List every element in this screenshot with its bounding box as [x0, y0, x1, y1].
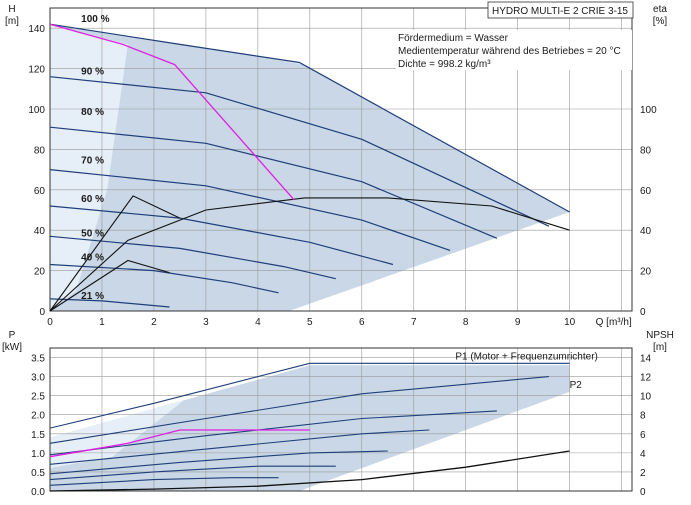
power-npsh-chart: P1 (Motor + Frequenzumrichter)P20.00.51.… [2, 330, 674, 498]
plot-frame [49, 7, 633, 312]
y2-axis-label: NPSH [646, 330, 674, 341]
speed-label: 100 % [81, 14, 109, 25]
speed-label: 21 % [81, 291, 104, 302]
speed-label: 70 % [81, 156, 104, 167]
npsh-curve [49, 450, 570, 492]
y2-tick-label: 0 [640, 307, 646, 318]
x-tick-label: 2 [151, 317, 157, 328]
head-curve-50 [49, 235, 336, 280]
y-axis-unit: [m] [5, 16, 19, 27]
y-axis-unit: [kW] [2, 342, 22, 353]
x-tick-label: 9 [515, 317, 521, 328]
x-tick-label: 8 [463, 317, 469, 328]
y2-tick-label: 20 [640, 267, 652, 278]
power-curve [49, 450, 388, 475]
power-curve [49, 376, 549, 444]
y2-axis-label: eta [653, 4, 667, 15]
x-tick-label: 6 [359, 317, 365, 328]
power-curve [49, 429, 430, 465]
head-curve-40 [49, 263, 279, 294]
y-tick-label: 1.0 [31, 449, 45, 460]
y-tick-label: 120 [28, 65, 45, 76]
info-line: Medientemperatur während des Betriebes =… [398, 46, 621, 57]
x-tick-label: 7 [411, 317, 417, 328]
y-tick-label: 2.0 [31, 411, 45, 422]
y-tick-label: 3.0 [31, 373, 45, 384]
title-box [487, 1, 634, 19]
duty-curve [49, 23, 295, 201]
speed-label: 40 % [81, 253, 104, 264]
y2-tick-label: 100 [640, 105, 657, 116]
x-tick-label: 1 [99, 317, 105, 328]
power-curve [49, 362, 570, 429]
head-envelope-light [50, 24, 128, 311]
y2-tick-label: 80 [640, 145, 652, 156]
chart-title: HYDRO MULTI-E 2 CRIE 3-15 [492, 6, 628, 17]
head-curve-70 [49, 169, 451, 251]
x-axis-label: Q [m³/h] [596, 317, 632, 328]
y-axis-label: H [8, 4, 15, 15]
y2-tick-label: 12 [640, 373, 652, 384]
y-tick-label: 0 [39, 307, 45, 318]
x-tick-label: 3 [203, 317, 209, 328]
y2-tick-label: 14 [640, 354, 652, 365]
y2-tick-label: 40 [640, 226, 652, 237]
speed-label: 90 % [81, 67, 104, 78]
y2-tick-label: 4 [640, 449, 646, 460]
eta-curve [49, 197, 570, 312]
x-tick-label: 10 [564, 317, 576, 328]
speed-label: 80 % [81, 107, 104, 118]
y2-axis-unit: [m] [653, 342, 667, 353]
duty-power-curve [49, 429, 310, 458]
eta-curve [49, 195, 181, 312]
y2-tick-label: 6 [640, 430, 646, 441]
y-tick-label: 100 [28, 105, 45, 116]
head-efficiency-chart: 100 % 90 % 80 % 70 % 60 % 50 % 40 % 21 % 0 1 2 3 4 5 6… [5, 1, 668, 328]
y-tick-label: 80 [34, 145, 46, 156]
y-tick-label: 0.0 [31, 487, 45, 498]
info-line: Dichte = 998.2 kg/m³ [398, 59, 491, 70]
eta-curve [49, 259, 170, 312]
info-block [396, 30, 632, 70]
speed-label: 50 % [81, 228, 104, 239]
series-label: P1 (Motor + Frequenzumrichter) [455, 351, 598, 362]
y-tick-label: 20 [34, 267, 46, 278]
plot-frame [49, 347, 633, 492]
y-tick-label: 60 [34, 186, 46, 197]
power-curve [49, 410, 497, 456]
head-curve-80 [49, 126, 498, 239]
head-curve-100 [49, 23, 570, 213]
x-tick-label: 4 [255, 317, 261, 328]
y-tick-label: 40 [34, 226, 46, 237]
head-curve-90 [49, 76, 550, 227]
y2-tick-label: 8 [640, 411, 646, 422]
head-curve-60 [49, 205, 394, 266]
power-curve [49, 465, 336, 481]
y2-tick-label: 0 [640, 487, 646, 498]
info-line: Fördermedium = Wasser [398, 33, 509, 44]
y-tick-label: 3.5 [31, 354, 45, 365]
y2-tick-label: 10 [640, 392, 652, 403]
x-tick-label: 5 [307, 317, 313, 328]
y-tick-label: 140 [28, 24, 45, 35]
series-label: P2 [570, 380, 583, 391]
x-tick-label: 0 [47, 317, 53, 328]
y2-tick-label: 2 [640, 468, 646, 479]
y-tick-label: 0.5 [31, 468, 45, 479]
y-tick-label: 1.5 [31, 430, 45, 441]
speed-label: 60 % [81, 194, 104, 205]
y-tick-label: 2.5 [31, 392, 45, 403]
y-axis-label: P [9, 330, 16, 341]
power-curve [49, 477, 279, 486]
y2-tick-label: 60 [640, 186, 652, 197]
y2-axis-unit: [%] [653, 16, 668, 27]
